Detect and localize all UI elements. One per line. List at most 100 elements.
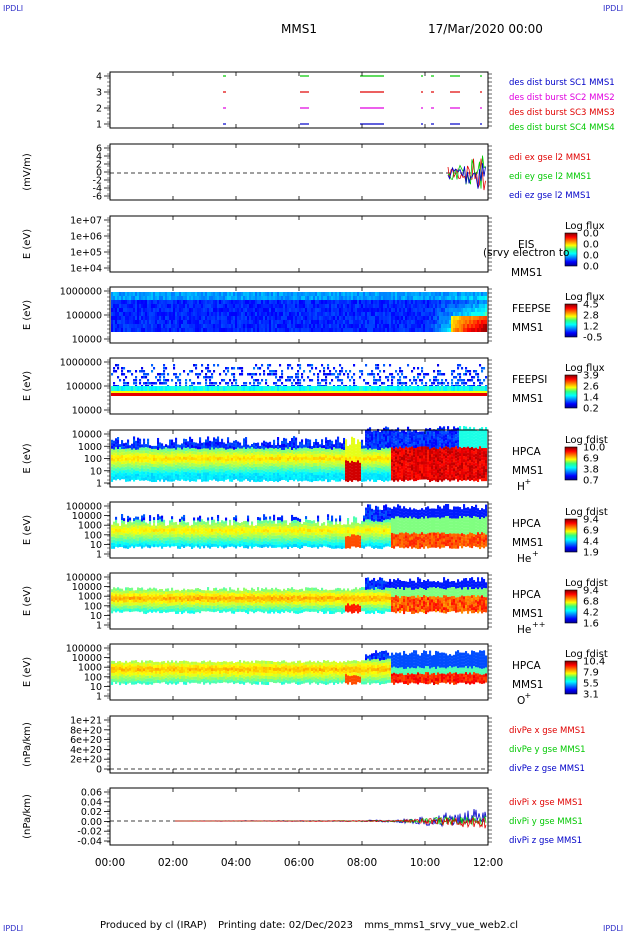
- heat-cell: [451, 391, 454, 393]
- heat-cell: [317, 312, 320, 316]
- heat-cell: [341, 452, 344, 456]
- heat-cell: [453, 386, 456, 391]
- heat-cell: [323, 296, 326, 300]
- heat-cell: [189, 472, 192, 476]
- heat-cell: [319, 312, 322, 316]
- heat-cell: [309, 308, 312, 312]
- heat-cell: [181, 312, 184, 316]
- heat-cell: [215, 296, 218, 300]
- heat-cell: [247, 386, 250, 391]
- heat-cell: [267, 300, 270, 304]
- heat-cell: [245, 464, 248, 468]
- heat-cell: [445, 324, 448, 328]
- heat-cell: [357, 296, 360, 300]
- heat-cell: [485, 391, 488, 393]
- heat-cell: [391, 468, 394, 472]
- heat-cell: [247, 308, 250, 312]
- heat-cell: [257, 448, 260, 452]
- heat-cell: [355, 300, 358, 304]
- heat-cell: [451, 370, 454, 373]
- heat-cell: [169, 320, 172, 324]
- heat-cell: [385, 456, 388, 460]
- heat-cell: [185, 472, 188, 476]
- heat-cell: [195, 292, 198, 296]
- heat-cell: [307, 328, 310, 332]
- heat-cell: [407, 316, 410, 320]
- heat-cell: [163, 448, 166, 452]
- heat-cell: [339, 308, 342, 312]
- heat-cell: [311, 296, 314, 300]
- heat-cell: [131, 304, 134, 308]
- heat-cell: [445, 320, 448, 324]
- heat-cell: [387, 466, 390, 470]
- heat-cell: [399, 324, 402, 328]
- heat-cell: [245, 300, 248, 304]
- heat-cell: [247, 459, 250, 463]
- heat-cell: [329, 463, 332, 467]
- heat-cell: [137, 312, 140, 316]
- heat-cell: [197, 391, 200, 393]
- heat-cell: [155, 316, 158, 320]
- heat-cell: [123, 455, 126, 459]
- heat-cell: [267, 324, 270, 328]
- heat-cell: [223, 442, 226, 446]
- heat-cell: [363, 463, 366, 467]
- heat-cell: [311, 454, 314, 459]
- heat-cell: [225, 382, 228, 385]
- heat-cell: [377, 296, 380, 300]
- heat-cell: [225, 304, 228, 308]
- heat-cell: [229, 478, 232, 482]
- heat-cell: [431, 393, 434, 396]
- heat-cell: [297, 472, 300, 476]
- heat-cell: [407, 328, 410, 332]
- heat-cell: [387, 439, 390, 443]
- heat-cell: [139, 308, 142, 312]
- heat-cell: [317, 296, 320, 300]
- heat-cell: [469, 292, 472, 296]
- heat-cell: [161, 452, 164, 456]
- heat-cell: [355, 459, 358, 463]
- heat-cell: [441, 391, 444, 393]
- heat-cell: [223, 448, 226, 452]
- heat-cell: [295, 464, 298, 468]
- heat-cell: [339, 296, 342, 300]
- heat-cell: [185, 292, 188, 296]
- heat-cell: [377, 458, 380, 463]
- heat-cell: [229, 442, 232, 446]
- heat-cell: [433, 316, 436, 320]
- heat-cell: [479, 320, 482, 324]
- heat-cell: [157, 373, 160, 376]
- heat-cell: [393, 433, 396, 437]
- heat-cell: [171, 475, 174, 479]
- heat-cell: [443, 308, 446, 312]
- heat-cell: [241, 367, 244, 370]
- heat-cell: [205, 478, 208, 482]
- heat-cell: [395, 462, 398, 466]
- heat-cell: [293, 454, 296, 458]
- heat-cell: [393, 393, 396, 396]
- heat-cell: [157, 391, 160, 393]
- heat-cell: [459, 300, 462, 304]
- heat-cell: [447, 296, 450, 300]
- heat-cell: [301, 296, 304, 300]
- heat-cell: [127, 448, 130, 452]
- heat-cell: [379, 473, 382, 478]
- heat-cell: [387, 328, 390, 332]
- heat-cell: [189, 439, 192, 443]
- heat-cell: [197, 443, 200, 447]
- heat-cell: [113, 467, 116, 471]
- heat-cell: [225, 452, 228, 456]
- heat-cell: [447, 300, 450, 304]
- heat-cell: [115, 453, 118, 457]
- heat-cell: [357, 445, 360, 449]
- heat-cell: [139, 300, 142, 304]
- heat-cell: [177, 386, 180, 391]
- heat-cell: [351, 391, 354, 393]
- heat-cell: [241, 475, 244, 479]
- heat-cell: [255, 463, 258, 468]
- heat-cell: [221, 304, 224, 308]
- heat-cell: [133, 386, 136, 391]
- heat-cell: [177, 459, 180, 463]
- heat-cell: [129, 316, 132, 320]
- heat-cell: [391, 308, 394, 312]
